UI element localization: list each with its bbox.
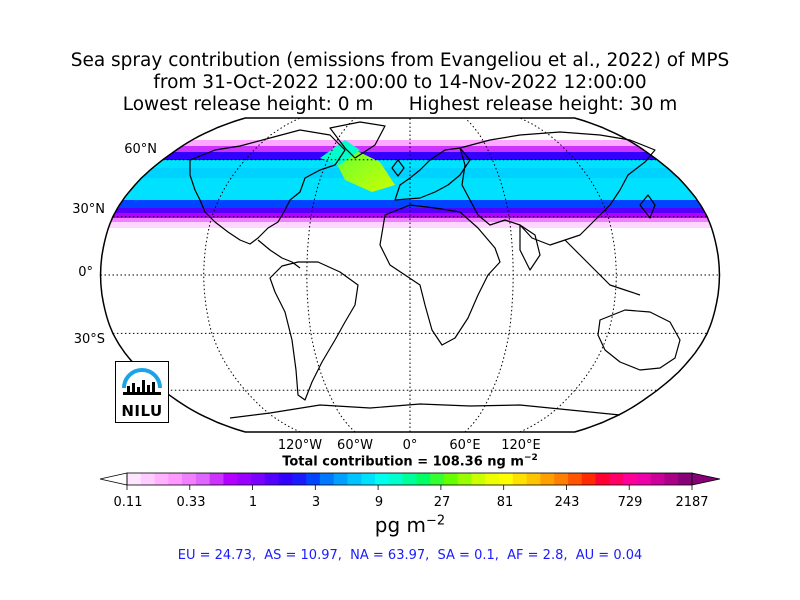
- lon-label-120w: 120°W: [277, 438, 323, 453]
- lon-line-60e: [464, 117, 514, 433]
- colorbar-tick-4: 9: [374, 495, 384, 510]
- colorbar-tick-6: 81: [496, 495, 514, 510]
- south-america-outline: [269, 261, 359, 401]
- colorbar-units-label: pg m: [374, 513, 427, 537]
- globe-outline: [99, 117, 721, 433]
- lat-label-60n: 60°N: [124, 142, 157, 157]
- continents: [189, 121, 681, 419]
- lon-label-60e: 60°E: [449, 438, 481, 453]
- north-america-outline: [189, 129, 346, 245]
- colorbar-tick-7: 243: [554, 495, 580, 510]
- colorbar-tick-1: 0.33: [176, 495, 206, 510]
- colorbar-tick-9: 2187: [675, 495, 709, 510]
- graticule: [100, 117, 720, 433]
- plume-band-pale: [100, 222, 720, 228]
- title-line-1: Sea spray contribution (emissions from E…: [70, 50, 730, 71]
- colorbar-tick-8: 729: [617, 495, 643, 510]
- total-contribution-label: Total contribution = 108.36 ng m: [282, 454, 524, 470]
- nilu-logo: NILU: [115, 361, 169, 423]
- asia-outline: [459, 131, 656, 246]
- nilu-logo-text: NILU: [121, 402, 163, 420]
- greenland-outline: [329, 121, 386, 159]
- africa-outline: [379, 204, 501, 346]
- lon-line-120w: [203, 117, 301, 433]
- central-america-outline: [257, 239, 301, 269]
- colorbar-tick-0: 0.11: [113, 495, 143, 510]
- total-contribution: Total contribution = 108.36 ng m−2: [0, 453, 800, 469]
- regional-contributions: EU = 24.73, AS = 10.97, NA = 63.97, SA =…: [177, 548, 643, 563]
- southeast-asia-outline: [564, 239, 641, 296]
- colorbar-tick-3: 3: [311, 495, 321, 510]
- india-outline: [519, 224, 541, 271]
- lat-label-30s: 30°S: [73, 332, 105, 347]
- lon-line-120e: [519, 117, 617, 433]
- north-atlantic-hotspot: [335, 150, 395, 192]
- lon-label-60w: 60°W: [337, 438, 373, 453]
- plume-band-cyan-light: [100, 168, 720, 178]
- lon-label-120e: 120°E: [501, 438, 541, 453]
- lon-label-0: 0°: [402, 438, 418, 453]
- colorbar-tick-5: 27: [433, 495, 451, 510]
- title-line-3: Lowest release height: 0 m Highest relea…: [122, 94, 678, 115]
- plume-band-magenta: [100, 146, 720, 152]
- australia-outline: [597, 309, 681, 371]
- lat-label-30n: 30°N: [72, 202, 105, 217]
- colorbar-units: pg m−2: [0, 513, 800, 537]
- lon-line-60w: [306, 117, 356, 433]
- japan-outline: [639, 194, 656, 219]
- colorbar-tick-2: 1: [248, 495, 258, 510]
- atlantic-cyan-plume: [320, 140, 360, 165]
- title-line-2: from 31-Oct-2022 12:00:00 to 14-Nov-2022…: [153, 72, 647, 93]
- uk-outline: [391, 159, 405, 177]
- antarctica-outline: [229, 403, 621, 419]
- plume-band-violet: [100, 152, 720, 160]
- colorbar-units-exponent: −2: [426, 513, 446, 529]
- lat-label-0: 0°: [78, 265, 93, 280]
- nilu-logo-icon: [122, 368, 162, 395]
- total-contribution-exponent: −2: [523, 453, 538, 463]
